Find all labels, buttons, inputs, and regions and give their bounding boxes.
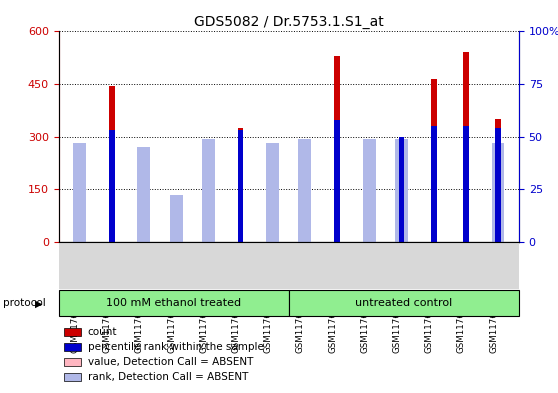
Bar — [398, 178, 405, 242]
Text: protocol: protocol — [3, 298, 46, 309]
Bar — [238, 128, 243, 242]
Text: count: count — [88, 327, 117, 337]
Text: untreated control: untreated control — [355, 298, 453, 308]
Bar — [363, 170, 376, 242]
Bar — [334, 120, 340, 242]
Bar — [73, 184, 86, 242]
Bar — [109, 86, 114, 242]
Bar — [495, 119, 501, 242]
Title: GDS5082 / Dr.5753.1.S1_at: GDS5082 / Dr.5753.1.S1_at — [194, 15, 384, 29]
Bar — [170, 222, 182, 242]
Text: ▶: ▶ — [35, 298, 42, 309]
Text: percentile rank within the sample: percentile rank within the sample — [88, 342, 263, 352]
Bar — [363, 139, 376, 242]
Text: rank, Detection Call = ABSENT: rank, Detection Call = ABSENT — [88, 372, 248, 382]
Bar — [202, 139, 215, 242]
Bar — [395, 139, 408, 242]
Bar — [59, 290, 289, 316]
Text: value, Detection Call = ABSENT: value, Detection Call = ABSENT — [88, 357, 253, 367]
Bar — [109, 130, 114, 242]
Bar — [137, 147, 150, 242]
Bar — [463, 52, 469, 242]
Bar — [431, 126, 436, 242]
Bar — [334, 56, 340, 242]
Bar — [431, 79, 436, 242]
Bar — [495, 128, 501, 242]
Bar — [289, 290, 519, 316]
Bar — [398, 136, 405, 242]
Text: 100 mM ethanol treated: 100 mM ethanol treated — [106, 298, 241, 308]
Bar — [463, 126, 469, 242]
Bar — [238, 130, 243, 242]
Bar — [266, 143, 279, 242]
Bar — [266, 177, 279, 242]
Bar — [73, 143, 86, 242]
Bar — [299, 139, 311, 242]
Bar — [492, 143, 504, 242]
Bar — [202, 170, 215, 242]
Bar — [137, 175, 150, 242]
Bar — [170, 195, 182, 242]
